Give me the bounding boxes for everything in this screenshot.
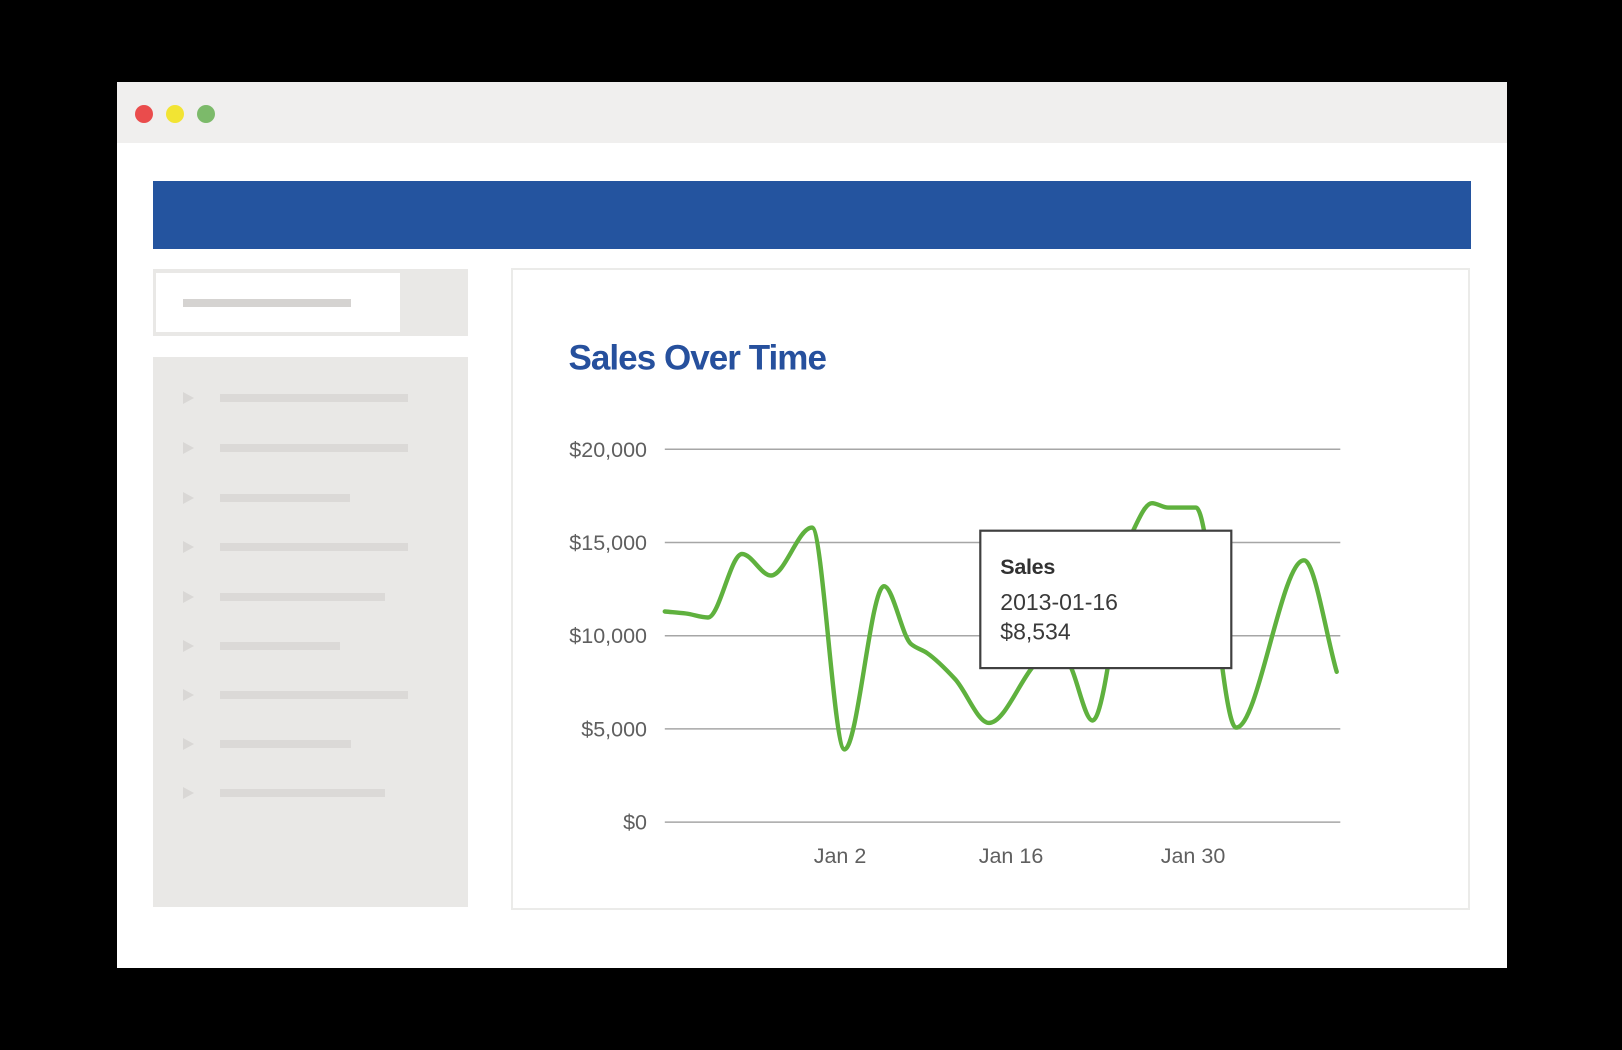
svg-text:2013-01-16: 2013-01-16 — [1000, 589, 1118, 615]
svg-text:$10,000: $10,000 — [569, 624, 647, 648]
svg-text:$0: $0 — [623, 811, 647, 835]
svg-text:$20,000: $20,000 — [569, 438, 647, 462]
svg-text:$8,534: $8,534 — [1000, 619, 1071, 645]
svg-text:Jan 16: Jan 16 — [979, 844, 1044, 868]
svg-text:Jan 2: Jan 2 — [814, 844, 867, 868]
svg-text:$15,000: $15,000 — [569, 531, 647, 555]
svg-text:Jan 30: Jan 30 — [1161, 844, 1226, 868]
svg-text:Sales Over Time: Sales Over Time — [569, 339, 827, 378]
svg-text:Sales: Sales — [1000, 555, 1055, 579]
svg-text:$5,000: $5,000 — [581, 717, 647, 741]
